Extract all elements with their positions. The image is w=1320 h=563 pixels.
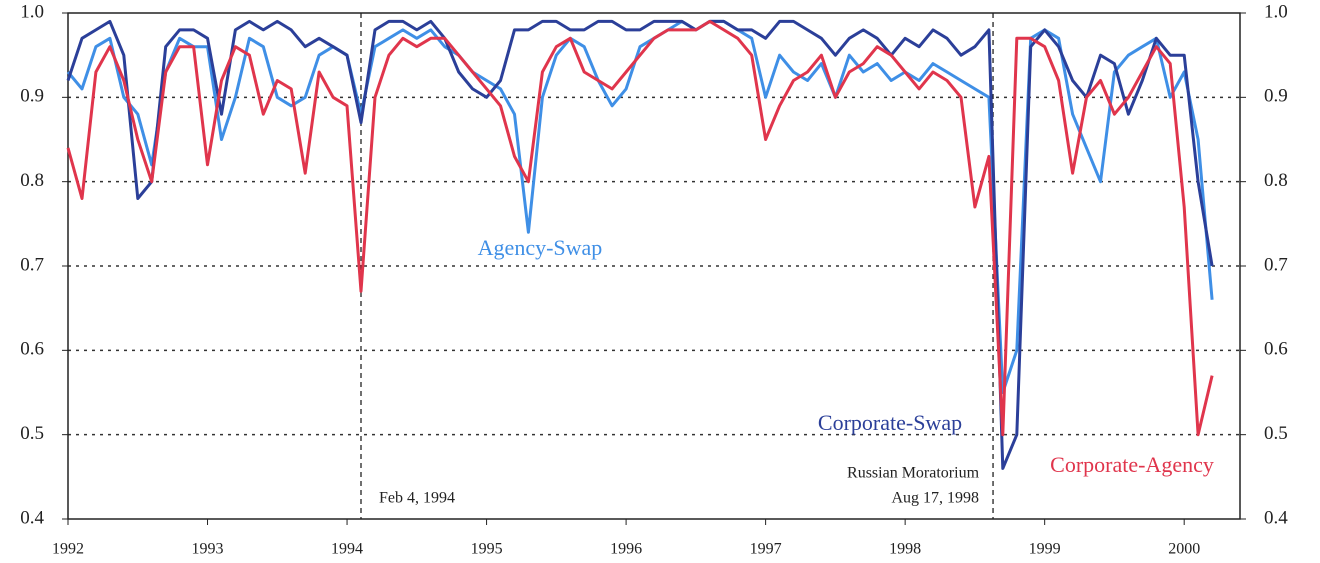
y2-tick-label: 0.5 bbox=[1264, 423, 1288, 444]
x-tick-label: 1998 bbox=[889, 541, 921, 558]
y-tick-label: 0.5 bbox=[20, 423, 44, 444]
series-line bbox=[66, 19, 1214, 437]
y-tick-label: 0.4 bbox=[20, 507, 44, 528]
series-label: Agency-Swap bbox=[478, 235, 603, 260]
x-tick-label: 1993 bbox=[192, 541, 224, 558]
event-label: Aug 17, 1998 bbox=[891, 490, 979, 507]
y-tick-label: 1.0 bbox=[20, 1, 44, 22]
event-label: Feb 4, 1994 bbox=[379, 490, 455, 507]
y-tick-label: 0.6 bbox=[20, 339, 44, 360]
y2-tick-label: 0.9 bbox=[1264, 86, 1288, 107]
x-tick-label: 1992 bbox=[52, 541, 84, 558]
event-label: Russian Moratorium bbox=[847, 465, 980, 482]
y2-tick-label: 0.6 bbox=[1264, 339, 1288, 360]
x-tick-label: 1994 bbox=[331, 541, 363, 558]
series-label: Corporate-Swap bbox=[818, 410, 962, 435]
y-tick-label: 0.8 bbox=[20, 170, 44, 191]
series-line bbox=[66, 19, 1214, 470]
plot-frame bbox=[67, 12, 1241, 520]
x-tick-label: 1995 bbox=[471, 541, 503, 558]
series-label: Corporate-Agency bbox=[1050, 452, 1214, 477]
y2-tick-label: 0.8 bbox=[1264, 170, 1288, 191]
series-line bbox=[66, 19, 1214, 394]
x-tick-label: 1999 bbox=[1029, 541, 1061, 558]
y-tick-label: 0.9 bbox=[20, 86, 44, 107]
y2-tick-label: 0.4 bbox=[1264, 507, 1288, 528]
x-tick-label: 1997 bbox=[750, 541, 782, 558]
y2-tick-label: 0.7 bbox=[1264, 254, 1288, 275]
y2-tick-label: 1.0 bbox=[1264, 1, 1288, 22]
x-tick-label: 2000 bbox=[1168, 541, 1200, 558]
x-tick-label: 1996 bbox=[610, 541, 642, 558]
y-tick-label: 0.7 bbox=[20, 254, 44, 275]
